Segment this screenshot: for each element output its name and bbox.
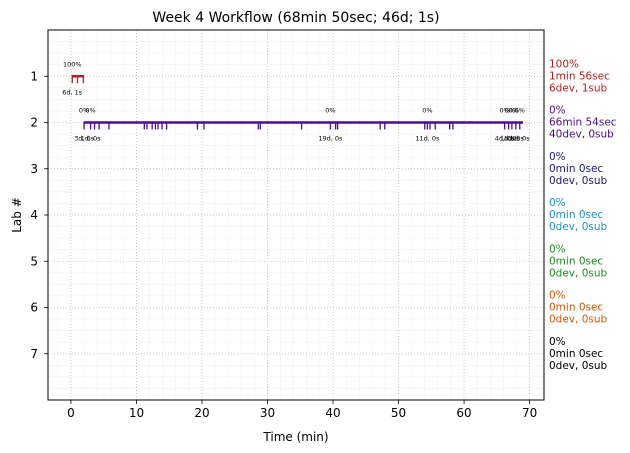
lab-4-summary-line: 0dev, 0sub — [549, 221, 608, 233]
lab-1-summary-line: 100% — [549, 58, 579, 70]
lab-5-summary-line: 0% — [549, 243, 566, 255]
lab-1-count-label: 6d, 1s — [62, 88, 83, 96]
y-tick-label: 4 — [30, 208, 38, 222]
lab-2-count-label: 11d, 0s — [415, 135, 440, 143]
lab-2-percent-label: 0% — [515, 107, 525, 115]
y-axis-label: Lab # — [10, 197, 24, 233]
lab-2-percent-label: 0% — [325, 107, 335, 115]
x-tick-label: 40 — [325, 406, 340, 420]
lab-1-summary-line: 1min 56sec — [549, 70, 610, 82]
lab-6-summary-line: 0% — [549, 290, 566, 302]
lab-2-percent-label: 0% — [85, 107, 95, 115]
x-tick-label: 60 — [456, 406, 471, 420]
lab-3-summary-line: 0min 0sec — [549, 163, 603, 175]
x-tick-label: 10 — [129, 406, 144, 420]
x-tick-label: 20 — [194, 406, 209, 420]
y-tick-label: 5 — [30, 254, 38, 268]
lab-2-count-label: 1d, 0s — [500, 135, 521, 143]
lab-7-summary-line: 0dev, 0sub — [549, 360, 608, 372]
lab-2-summary-line: 66min 54sec — [549, 117, 617, 129]
lab-7-summary-line: 0min 0sec — [549, 348, 603, 360]
lab-6-summary-line: 0min 0sec — [549, 302, 603, 314]
plot-frame — [47, 29, 545, 401]
lab-2-summary-line: 0% — [549, 105, 566, 117]
lab-1-percent-label: 100% — [63, 60, 82, 68]
axes: 0 10 20 30 40 50 60 70 1 2 3 4 5 6 7 — [30, 69, 537, 420]
x-tick-label: 0 — [67, 406, 75, 420]
lab-2-percent-label: 0% — [500, 107, 510, 115]
x-tick-label: 70 — [522, 406, 537, 420]
lab-3-summary-line: 0dev, 0sub — [549, 175, 608, 187]
lab-2-count-label: 1d, 0s — [81, 135, 102, 143]
lab-2-summary-line: 40dev, 0sub — [549, 129, 614, 141]
lab-6-summary-line: 0dev, 0sub — [549, 314, 608, 326]
lab-2-percent-label: 0% — [505, 107, 515, 115]
chart-title: Week 4 Workflow (68min 50sec; 46d; 1s) — [152, 10, 439, 26]
y-tick-label: 6 — [30, 301, 38, 315]
y-tick-label: 2 — [30, 116, 38, 130]
y-tick-label: 1 — [30, 69, 38, 83]
grid — [48, 30, 544, 400]
y-tick-label: 3 — [30, 162, 38, 176]
lab-2-percent-label: 0% — [422, 107, 432, 115]
lab-2-percent-label: 0% — [509, 107, 519, 115]
lab-2-count-label: 4d, 0s — [495, 135, 516, 143]
lab-2-count-label: 1d, 0s — [510, 135, 531, 143]
lab-5-summary-line: 0min 0sec — [549, 255, 603, 267]
lab-4-summary-line: 0% — [549, 197, 566, 209]
x-tick-label: 30 — [260, 406, 275, 420]
lab-1-summary-line: 6dev, 1sub — [549, 82, 608, 94]
lab-4-summary-line: 0min 0sec — [549, 209, 603, 221]
lab-2-count-label: 1d, 0s — [504, 135, 525, 143]
x-axis-label: Time (min) — [262, 430, 328, 444]
x-tick-label: 50 — [391, 406, 406, 420]
lab-2-percent-label: 0% — [79, 107, 89, 115]
y-tick-label: 7 — [30, 347, 38, 361]
lab-2-count-label: 19d, 0s — [318, 135, 343, 143]
lab-7-summary-line: 0% — [549, 336, 566, 348]
lab-3-summary-line: 0% — [549, 151, 566, 163]
lab-2-count-label: 3d, 0s — [74, 135, 95, 143]
lab-5-summary-line: 0dev, 0sub — [549, 267, 608, 279]
